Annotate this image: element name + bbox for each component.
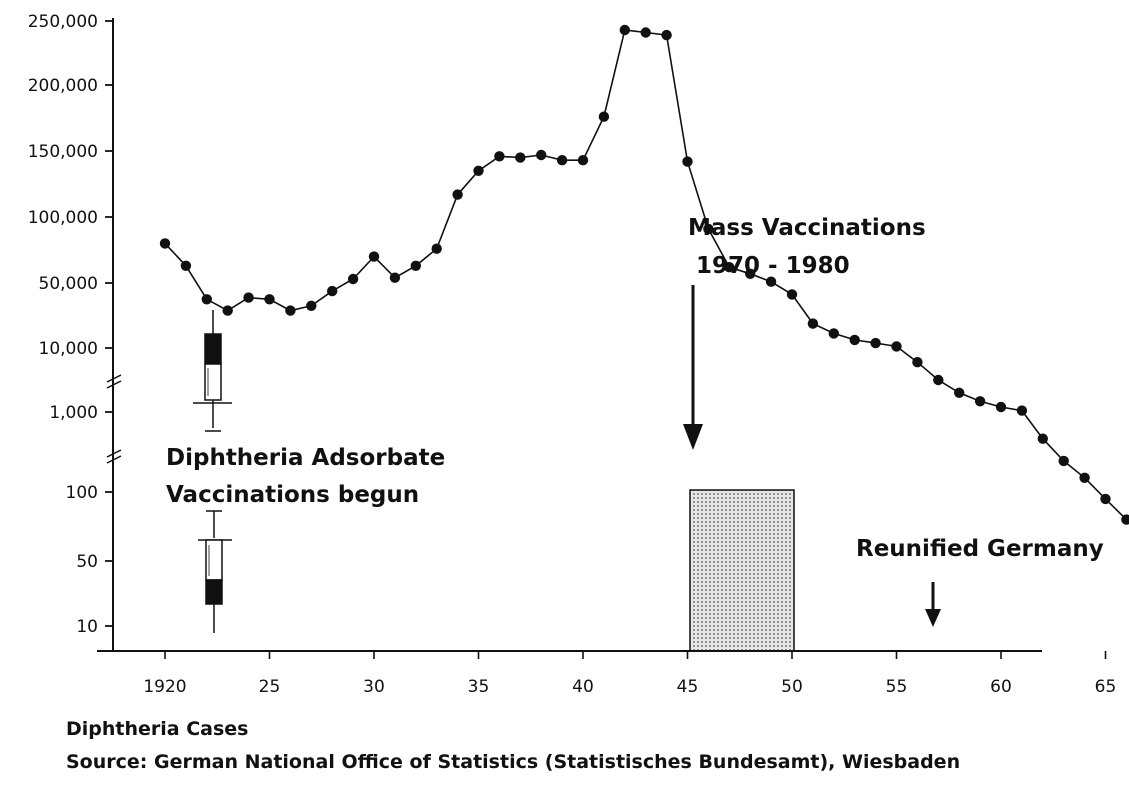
mass-vaccinations-label: Mass Vaccinations — [688, 215, 926, 241]
data-point — [556, 155, 568, 166]
data-point — [912, 357, 923, 368]
y-tick-label: 50,000 — [39, 274, 98, 294]
x-tick-group: 1920253035404550556065707580859095 — [143, 651, 1117, 697]
reunified-germany-label: Reunified Germany — [856, 536, 1104, 562]
mass-vaccinations-arrow-icon — [683, 285, 703, 450]
data-point — [180, 260, 192, 271]
cases-series-line — [164, 29, 1129, 523]
data-point — [724, 262, 735, 273]
x-tick-label: 55 — [886, 677, 908, 697]
data-point — [1079, 472, 1090, 483]
data-point — [661, 29, 672, 41]
data-point — [368, 251, 380, 262]
y-tick-label: 100 — [66, 483, 98, 503]
data-point — [431, 243, 442, 254]
data-point — [285, 305, 296, 316]
data-point — [577, 155, 589, 166]
data-point — [703, 223, 714, 235]
data-point — [264, 294, 275, 305]
x-tick-label: 30 — [363, 677, 385, 697]
chart-source: Source: German National Office of Statis… — [66, 751, 961, 773]
data-point — [995, 401, 1007, 413]
data-point — [786, 289, 798, 300]
data-point — [327, 285, 338, 297]
data-point — [201, 294, 212, 305]
reunified-arrow-icon — [925, 582, 941, 627]
data-point — [807, 318, 819, 329]
data-point — [974, 396, 986, 407]
data-point — [410, 260, 421, 271]
data-point — [598, 111, 610, 122]
x-tick-label: 40 — [572, 677, 594, 697]
data-point — [347, 273, 359, 285]
y-axis — [106, 18, 122, 651]
cases-series-points — [159, 24, 1129, 525]
x-tick-label: 45 — [677, 677, 699, 697]
vaccinations-begun-label: Vaccinations begun — [166, 482, 419, 508]
data-point — [682, 156, 693, 167]
syringe-icon-lower — [198, 510, 232, 633]
y-tick-label: 150,000 — [28, 142, 98, 162]
data-point — [1016, 405, 1028, 416]
data-point — [243, 292, 254, 303]
x-tick-label: 1920 — [143, 677, 186, 697]
chart-title: Diphtheria Cases — [66, 718, 249, 740]
y-tick-label: 50 — [76, 552, 98, 572]
diphtheria-adsorbate-label: Diphtheria Adsorbate — [166, 445, 445, 471]
data-point — [849, 334, 860, 346]
data-point — [306, 300, 317, 311]
y-tick-label: 250,000 — [28, 12, 98, 32]
data-point — [159, 238, 171, 249]
y-tick-label: 200,000 — [28, 76, 98, 96]
data-point — [933, 374, 944, 386]
data-point — [389, 272, 401, 283]
data-point — [619, 24, 630, 36]
data-point — [515, 152, 526, 163]
y-tick-label: 100,000 — [28, 208, 98, 228]
y-axis-break-lower — [106, 449, 122, 464]
syringe-icon-upper — [193, 310, 232, 432]
y-tick-label: 1,000 — [49, 403, 98, 423]
data-point — [1100, 493, 1111, 505]
x-tick-label: 35 — [468, 677, 490, 697]
x-tick-label: 25 — [259, 677, 281, 697]
data-point — [828, 328, 839, 339]
data-point — [473, 165, 484, 176]
data-point — [640, 27, 651, 38]
data-point — [870, 337, 881, 349]
x-tick-label: 50 — [781, 677, 803, 697]
data-point — [1058, 455, 1069, 467]
data-point — [1037, 433, 1049, 444]
y-tick-label: 10,000 — [39, 339, 98, 359]
x-tick-label: 65 — [1095, 677, 1117, 697]
y-axis-break-upper — [106, 374, 122, 389]
data-point — [745, 268, 756, 279]
y-tick-group: 250,000 200,000 150,000 100,000 50,000 10,000… — [28, 12, 113, 637]
data-point — [891, 341, 902, 352]
data-point — [452, 189, 463, 200]
y-tick-label: 10 — [76, 617, 98, 637]
mass-vaccinations-years-label: 1970 - 1980 — [696, 253, 850, 279]
data-point — [494, 151, 505, 162]
data-point — [536, 149, 547, 161]
data-point — [765, 276, 777, 287]
mass-vaccination-period-box — [689, 489, 795, 652]
x-tick-label: 60 — [990, 677, 1012, 697]
data-point — [222, 305, 233, 316]
data-point — [954, 387, 965, 398]
data-point — [1121, 514, 1129, 525]
